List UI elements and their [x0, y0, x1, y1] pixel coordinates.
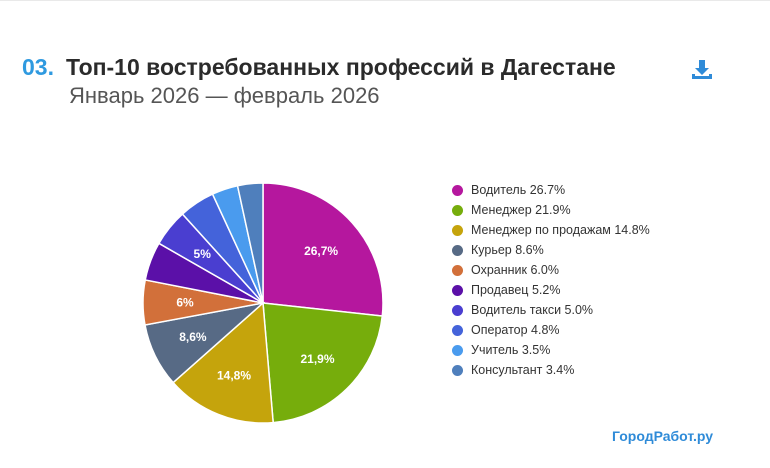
top-divider — [0, 0, 770, 1]
legend-item-6[interactable]: Продавец 5.2% — [452, 282, 682, 298]
pie-chart: 26,7% 21,9% 14,8% 8,6% 6% 5% — [142, 182, 384, 424]
legend-label: Продавец 5.2% — [471, 283, 561, 297]
slice-label-4: 8,6% — [179, 330, 207, 344]
legend-swatch — [452, 185, 463, 196]
legend-swatch — [452, 365, 463, 376]
legend-label: Менеджер 21.9% — [471, 203, 571, 217]
legend-swatch — [452, 245, 463, 256]
legend-swatch — [452, 205, 463, 216]
legend-item-10[interactable]: Консультант 3.4% — [452, 362, 682, 378]
pie-slice-3[interactable] — [172, 301, 274, 424]
legend-swatch — [452, 225, 463, 236]
slice-label-7: 5% — [194, 247, 212, 261]
legend-item-7[interactable]: Водитель такси 5.0% — [452, 302, 682, 318]
legend-item-4[interactable]: Курьер 8.6% — [452, 242, 682, 258]
legend-swatch — [452, 285, 463, 296]
legend-swatch — [452, 345, 463, 356]
section-number: 03. — [22, 54, 54, 80]
legend-swatch — [452, 305, 463, 316]
legend-swatch — [452, 325, 463, 336]
legend-item-5[interactable]: Охранник 6.0% — [452, 262, 682, 278]
legend-label: Водитель 26.7% — [471, 183, 566, 197]
pie-slice-10[interactable] — [236, 182, 264, 304]
chart-subtitle: Январь 2026 — февраль 2026 — [69, 83, 380, 108]
slice-label-2: 21,9% — [300, 352, 334, 366]
legend-label: Оператор 4.8% — [471, 323, 560, 337]
pie-slice-1[interactable] — [262, 182, 384, 317]
legend-item-3[interactable]: Менеджер по продажам 14.8% — [452, 222, 682, 238]
chart-title: Топ-10 востребованных профессий в Дагест… — [65, 54, 616, 80]
slice-label-3: 14,8% — [217, 368, 251, 382]
legend-label: Водитель такси 5.0% — [471, 303, 594, 317]
legend-label: Консультант 3.4% — [471, 363, 575, 377]
slice-label-1: 26,7% — [304, 244, 338, 258]
legend-label: Менеджер по продажам 14.8% — [471, 223, 650, 237]
pie-slice-2[interactable] — [262, 302, 384, 424]
legend-label: Охранник 6.0% — [471, 263, 559, 277]
download-icon[interactable] — [690, 58, 714, 82]
brand-logo[interactable]: ГородРабот.ру — [612, 428, 714, 444]
legend-item-9[interactable]: Учитель 3.5% — [452, 342, 682, 358]
legend-label: Курьер 8.6% — [471, 243, 544, 257]
slice-label-5: 6% — [176, 296, 194, 310]
chart-header: 03. Топ-10 востребованных профессий в Да… — [22, 54, 762, 109]
legend-item-2[interactable]: Менеджер 21.9% — [452, 202, 682, 218]
legend-item-8[interactable]: Оператор 4.8% — [452, 322, 682, 338]
legend-swatch — [452, 265, 463, 276]
legend-label: Учитель 3.5% — [471, 343, 551, 357]
legend-item-1[interactable]: Водитель 26.7% — [452, 182, 682, 198]
chart-legend: Водитель 26.7% Менеджер 21.9% Менеджер по … — [452, 182, 682, 382]
